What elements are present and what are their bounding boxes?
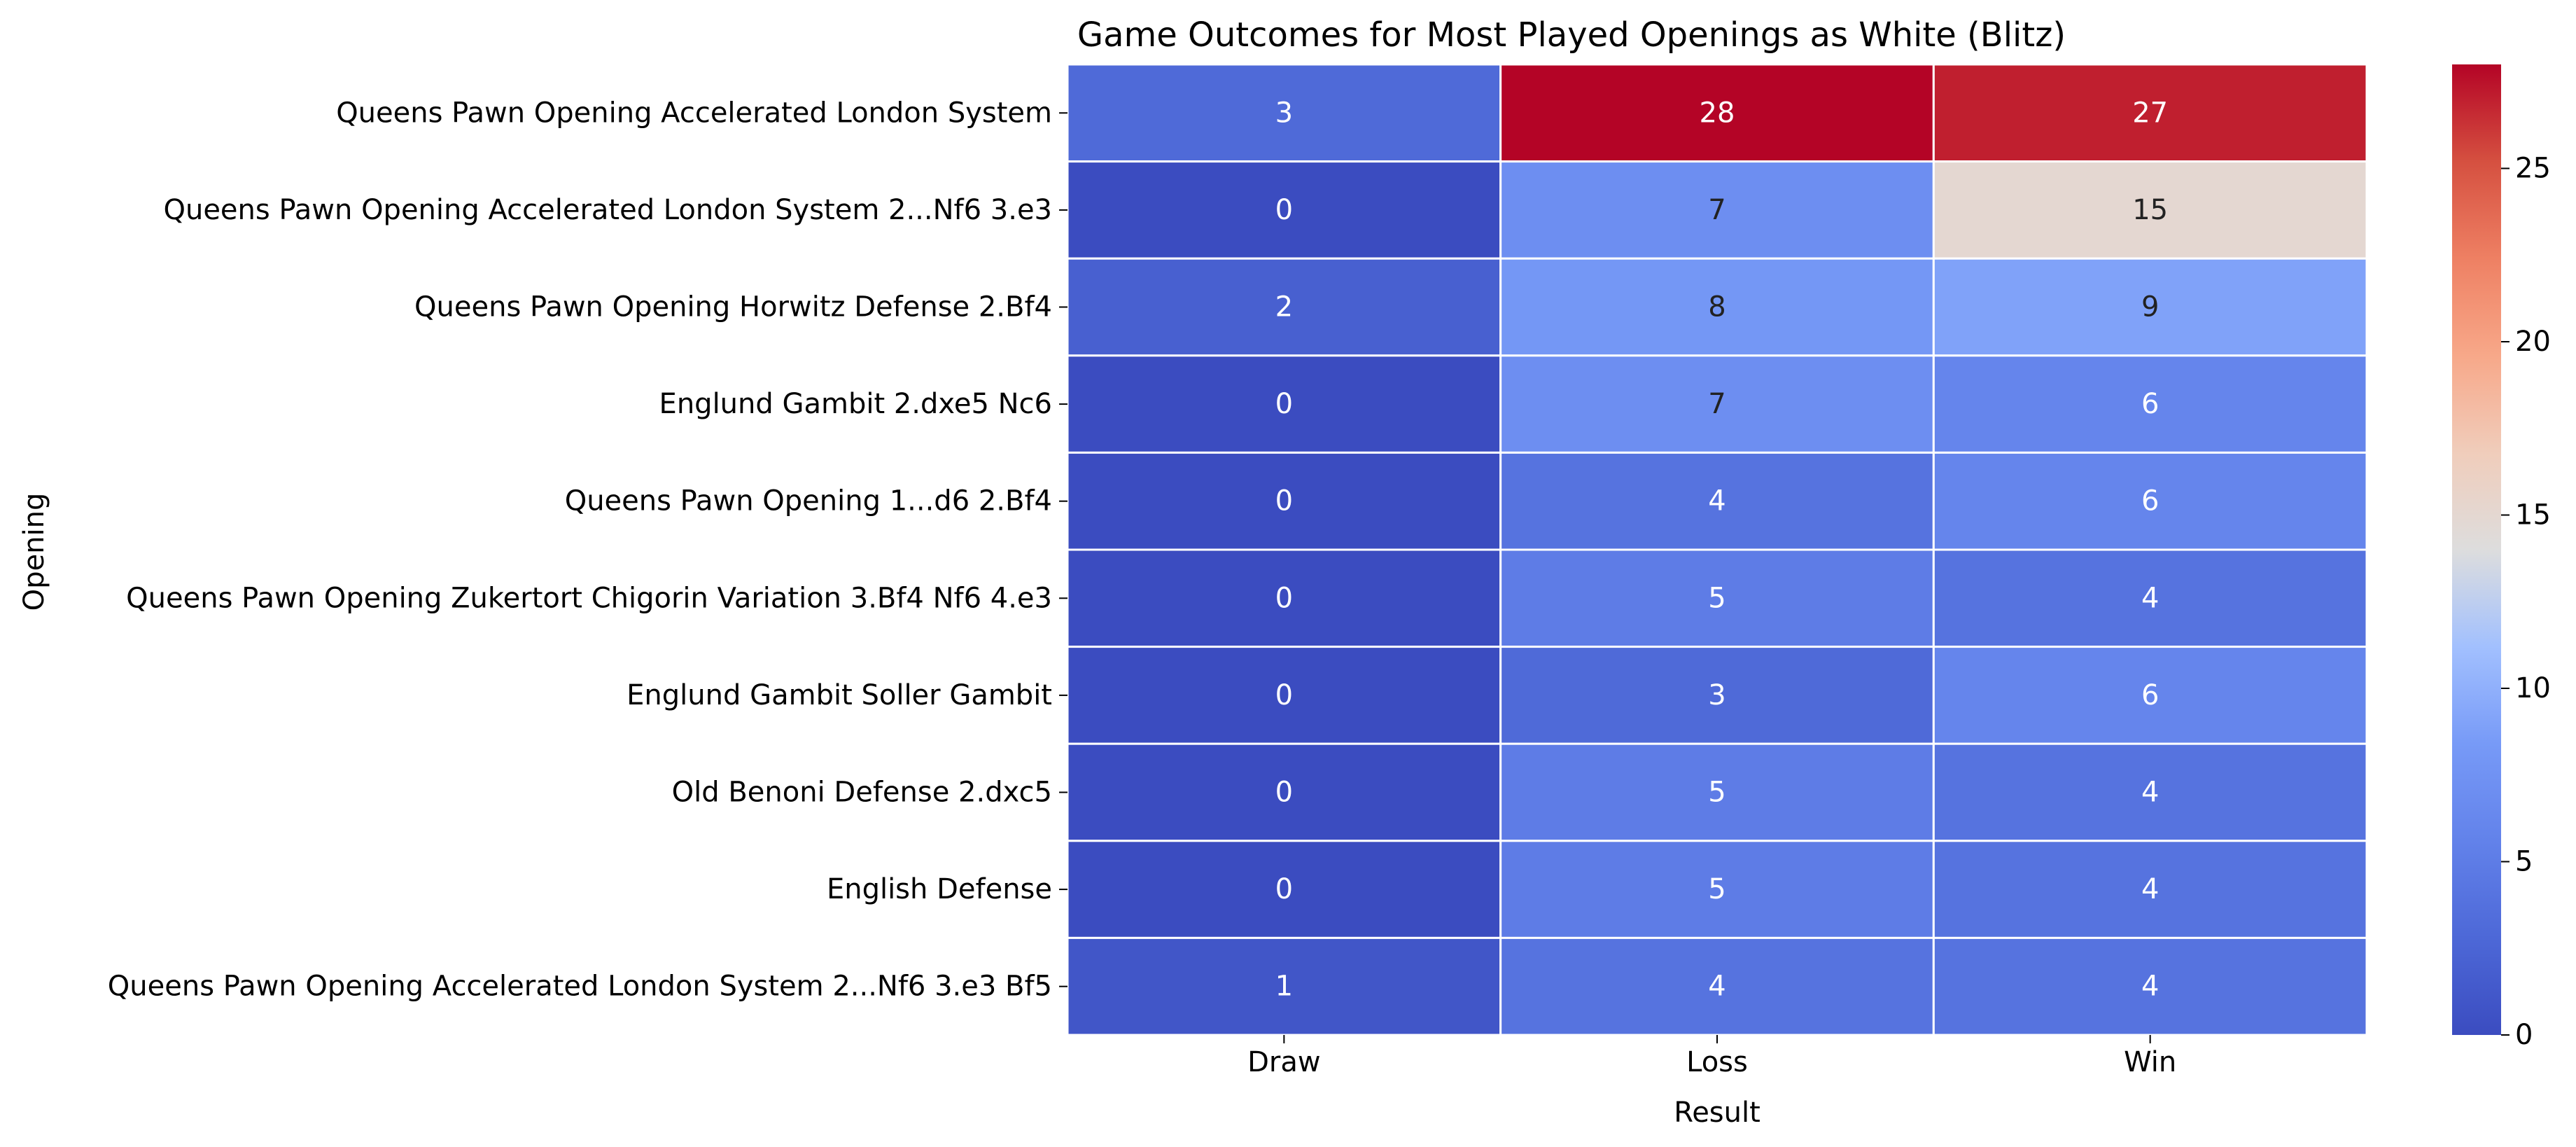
cell-value-label: 4 [2141,582,2159,614]
heatmap-cell [1066,742,1502,842]
y-tick-label: Queens Pawn Opening Horwitz Defense 2.Bf… [414,291,1052,324]
cell-value-label: 6 [2141,388,2159,420]
column-labels: Draw Loss Win [1247,1035,2176,1078]
cell-value-label: 2 [1275,291,1293,324]
cell-value-label: 15 [2132,194,2168,226]
y-tick-label: Englund Gambit 2.dxe5 Nc6 [659,388,1052,420]
x-tick-label: Draw [1247,1046,1320,1078]
colorbar: 0 5 10 15 20 25 [2452,64,2551,1051]
heatmap-cell [1066,354,1502,454]
heatmap-cell [1499,548,1935,648]
cell-value-label: 3 [1708,679,1726,711]
heatmap-cell [1066,840,1502,939]
y-axis-label: Opening [18,493,50,611]
chart-title: Game Outcomes for Most Played Openings a… [1077,15,2066,55]
heatmap-cell [1932,354,2368,454]
heatmap-cell [1066,451,1502,551]
heatmap-cell [1932,742,2368,842]
heatmap-cell [1499,451,1935,551]
y-tick-label: Queens Pawn Opening Accelerated London S… [108,971,1052,1003]
cell-value-label: 4 [2141,873,2159,905]
colorbar-tick-label: 20 [2515,326,2551,358]
cell-value-label: 5 [1708,582,1726,614]
y-tick-label: Queens Pawn Opening 1...d6 2.Bf4 [565,485,1052,517]
heatmap-cell [1499,742,1935,842]
cell-value-label: 0 [1275,873,1293,905]
cell-value-label: 3 [1275,97,1293,129]
colorbar-tick-label: 15 [2515,499,2551,531]
heatmap-cell [1932,63,2368,163]
cell-value-label: 4 [2141,777,2159,809]
heatmap-cell [1932,451,2368,551]
cell-value-label: 0 [1275,582,1293,614]
heatmap-cell [1932,548,2368,648]
colorbar-gradient [2452,64,2501,1035]
heatmap-cell [1932,936,2368,1036]
cell-value-label: 4 [2141,971,2159,1003]
cell-value-label: 0 [1275,194,1293,226]
cell-value-label: 9 [2141,291,2159,324]
cell-value-label: 5 [1708,873,1726,905]
heatmap-cell [1066,63,1502,163]
cell-value-label: 0 [1275,388,1293,420]
heatmap-cell [1932,840,2368,939]
x-tick-label: Win [2124,1046,2176,1078]
y-tick-label: Queens Pawn Opening Accelerated London S… [163,194,1052,226]
heatmap-cell [1066,936,1502,1036]
cell-value-label: 0 [1275,777,1293,809]
colorbar-tick-label: 10 [2515,672,2551,704]
x-axis-label: Result [1674,1097,1760,1129]
heatmap-cell [1499,63,1935,163]
y-tick-label: Old Benoni Defense 2.dxc5 [672,777,1052,809]
x-tick-label: Loss [1686,1046,1748,1078]
cell-value-label: 4 [1708,485,1726,517]
heatmap-cells: 3 28 270 7 152 8 90 7 60 4 60 5 40 3 60 5 40 5 41 4 4 [1066,63,2368,1036]
cell-value-label: 6 [2141,485,2159,517]
cell-value-label: 5 [1708,777,1726,809]
heatmap-cell [1499,257,1935,357]
cell-value-label: 7 [1708,388,1726,420]
heatmap-cell [1499,646,1935,745]
cell-value-label: 0 [1275,485,1293,517]
y-tick-label: Queens Pawn Opening Zukertort Chigorin V… [126,582,1052,614]
colorbar-tick-label: 5 [2515,846,2533,878]
cell-value-label: 0 [1275,679,1293,711]
heatmap-cell [1066,160,1502,260]
cell-value-label: 8 [1708,291,1726,324]
cell-value-label: 27 [2132,97,2168,129]
cell-value-label: 28 [1700,97,1735,129]
heatmap-cell [1066,646,1502,745]
cell-value-label: 4 [1708,971,1726,1003]
heatmap-cell [1932,646,2368,745]
cell-value-label: 6 [2141,679,2159,711]
cell-value-label: 1 [1275,971,1293,1003]
colorbar-tick-label: 0 [2515,1019,2533,1051]
heatmap-cell [1499,160,1935,260]
heatmap-cell [1499,936,1935,1036]
cell-value-label: 7 [1708,194,1726,226]
y-tick-label: Queens Pawn Opening Accelerated London S… [336,97,1052,129]
heatmap-cell [1932,160,2368,260]
colorbar-tick-label: 25 [2515,153,2551,185]
row-labels: Queens Pawn Opening Accelerated London S… [108,97,1068,1003]
y-tick-label: Englund Gambit Soller Gambit [626,679,1052,711]
y-tick-label: English Defense [827,873,1052,905]
